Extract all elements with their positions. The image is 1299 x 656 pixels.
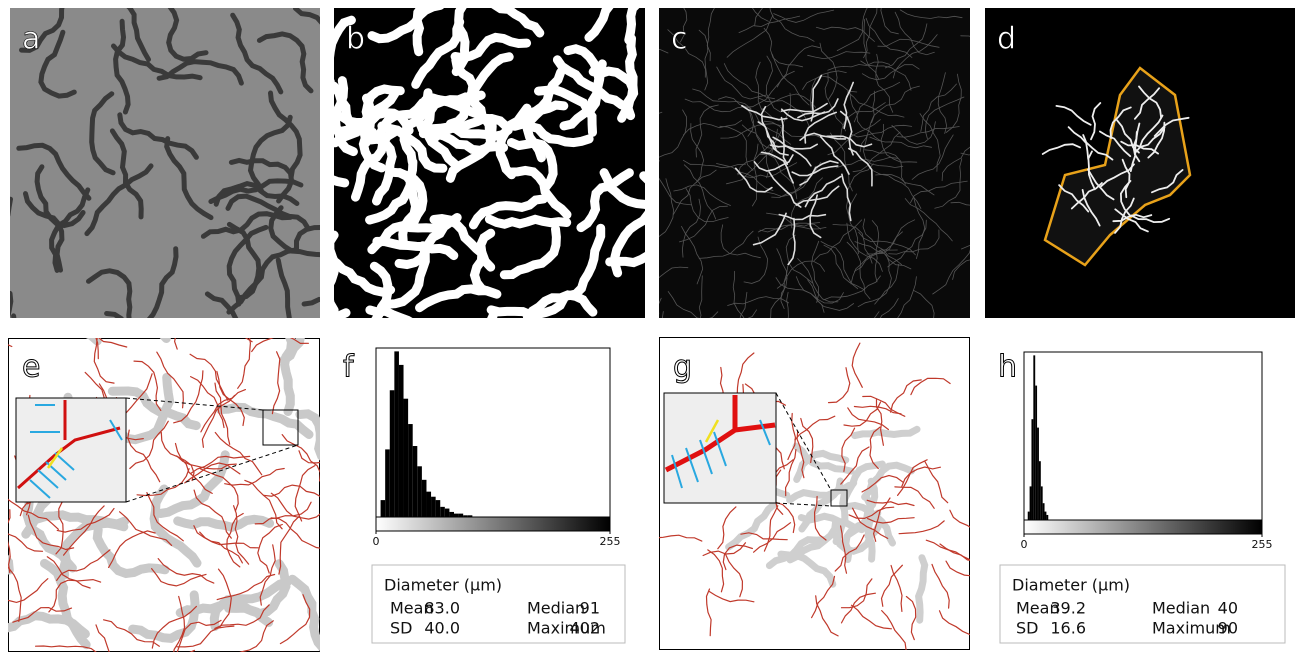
bar: [1046, 515, 1048, 520]
gray-scale-bar: [376, 517, 610, 531]
stat-value: 16.6: [1050, 619, 1086, 638]
bar: [426, 492, 431, 517]
bar: [394, 351, 399, 517]
bar: [1037, 428, 1039, 520]
bar: [1030, 486, 1032, 520]
vessel-shadow: [0, 199, 11, 291]
stat-name: SD: [1016, 619, 1038, 638]
page: {"labels": ["a", "b", "c", "d", "e", "f"…: [0, 0, 1299, 652]
bar: [440, 507, 445, 517]
bar: [1039, 461, 1041, 520]
bar: [445, 509, 450, 517]
bar: [404, 399, 409, 517]
bar: [385, 449, 390, 517]
panel-label: h: [998, 350, 1017, 385]
bar: [431, 497, 436, 517]
stat-name: Median: [1152, 599, 1210, 618]
bar: [1043, 503, 1045, 520]
bar: [1028, 512, 1030, 520]
bar: [413, 446, 418, 517]
panel-label: e: [22, 350, 40, 385]
stat-value: 90: [1218, 619, 1238, 638]
bar: [1041, 486, 1043, 520]
bar: [390, 390, 395, 517]
bar: [454, 514, 459, 517]
panel-label: b: [346, 22, 365, 57]
stat-name: SD: [390, 619, 412, 638]
stat-name: Median: [527, 599, 585, 618]
panel-label: d: [997, 22, 1016, 57]
bar: [459, 514, 464, 517]
inset-e: [16, 398, 126, 502]
stat-value: 91: [580, 599, 600, 618]
stat-value: 39.2: [1050, 599, 1086, 618]
stat-value: 402: [569, 619, 600, 638]
bar: [1045, 512, 1047, 520]
bar: [1035, 386, 1037, 520]
bar: [1031, 419, 1033, 520]
panel-label: c: [671, 22, 688, 57]
bar: [422, 480, 427, 517]
bar: [417, 466, 422, 517]
stats-caption: Diameter (µm): [1012, 576, 1130, 595]
gray-scale-bar: [1024, 520, 1262, 534]
x-tick-label: 255: [600, 535, 621, 548]
panel-label: f: [343, 350, 355, 385]
bar: [1033, 355, 1035, 520]
bar: [399, 365, 404, 517]
histogram-frame: [1024, 352, 1262, 520]
vessel-halo: [0, 482, 9, 570]
x-tick-label: 0: [1021, 538, 1028, 551]
binary-vessel: [489, 219, 566, 224]
x-tick-label: 0: [373, 535, 380, 548]
figure: a b c d e f g h 0255Diameter (µm)Mean83.…: [0, 0, 1299, 652]
stat-value: 40: [1218, 599, 1238, 618]
bar: [408, 424, 413, 517]
stat-value: 40.0: [424, 619, 460, 638]
image-c: [659, 8, 970, 318]
bar: [436, 500, 441, 517]
bar: [381, 500, 386, 517]
stat-value: 83.0: [424, 599, 460, 618]
stats-caption: Diameter (µm): [384, 576, 502, 595]
bar: [449, 512, 454, 517]
panel-label: a: [22, 22, 40, 57]
x-tick-label: 255: [1252, 538, 1273, 551]
panel-label: g: [673, 350, 692, 385]
